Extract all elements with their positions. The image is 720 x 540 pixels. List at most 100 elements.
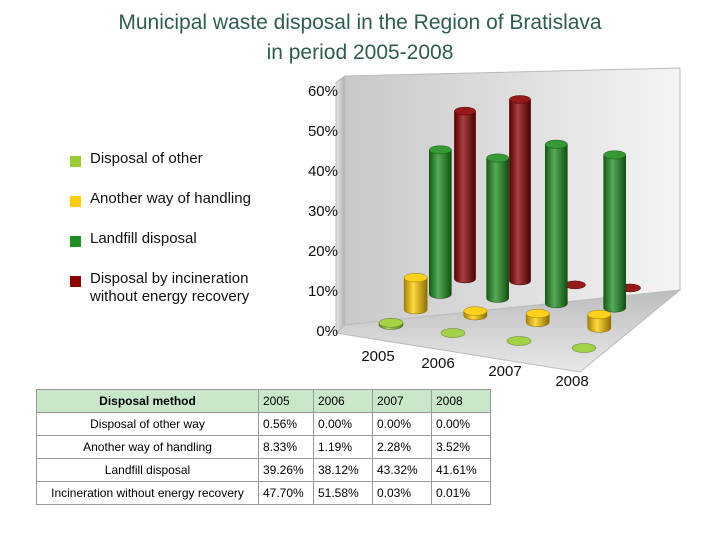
- table-cell: 0.01%: [431, 481, 491, 505]
- bar-top: [454, 106, 476, 116]
- table-cell: 0.56%: [258, 412, 314, 436]
- table-cell: 0.00%: [313, 412, 373, 436]
- table-row: Incineration without energy recovery 47.…: [36, 481, 491, 505]
- table-cell: 43.32%: [372, 458, 432, 482]
- table-row: Landfill disposal 39.26% 38.12% 43.32% 4…: [36, 458, 491, 482]
- legend-label: Disposal of other: [90, 150, 203, 168]
- chart-area: 0% 10% 20% 30% 40% 50% 60% 2005 2006 2007 2008: [308, 67, 682, 390]
- table-header-cell: 2006: [313, 389, 373, 413]
- data-table: Disposal method 2005 2006 2007 2008 Disp…: [36, 389, 491, 505]
- bar-top: [571, 343, 597, 353]
- table-cell: 0.00%: [431, 412, 491, 436]
- legend-swatch: [70, 156, 81, 167]
- bar-landfill-disposal-2006: [486, 153, 509, 303]
- bar-another-way-of-handling-2007: [525, 309, 550, 327]
- bar-top: [486, 153, 509, 163]
- chart-title: Municipal waste disposal in the Region o…: [0, 8, 720, 68]
- y-tick-label: 20%: [308, 243, 338, 260]
- bar-body: [429, 149, 452, 299]
- bar-landfill-disposal-2007: [545, 139, 568, 309]
- table-cell: 51.58%: [313, 481, 373, 505]
- legend-swatch: [70, 196, 81, 207]
- x-tick-label: 2005: [361, 348, 394, 365]
- x-tick-label: 2008: [555, 373, 588, 390]
- legend-swatch: [70, 236, 81, 247]
- table-cell: Incineration without energy recovery: [36, 481, 259, 505]
- bar-landfill-disposal-2008: [603, 150, 626, 313]
- x-tick-label: 2007: [488, 363, 521, 380]
- table-cell: 0.00%: [372, 412, 432, 436]
- table-cell: 1.19%: [313, 435, 373, 459]
- y-tick-label: 60%: [308, 83, 338, 100]
- bar-body: [509, 99, 531, 286]
- legend-label-line-1: Disposal by incineration: [90, 270, 249, 287]
- bar-disposal-of-other-2005: [378, 318, 404, 330]
- legend-label-line-2: without energy recovery: [90, 288, 250, 305]
- legend-label-line-1: Another way of handling: [90, 190, 251, 207]
- bar-body: [587, 314, 612, 333]
- table-cell: 3.52%: [431, 435, 491, 459]
- table-header-row: Disposal method 2005 2006 2007 2008: [36, 389, 491, 413]
- bar-top: [378, 318, 404, 328]
- chart-legend: Disposal of other Another way of handlin…: [70, 150, 300, 310]
- bar-disposal-by-incineration-without-energy-recovery-2005: [454, 106, 476, 284]
- bar-body: [603, 154, 626, 313]
- y-tick-label: 10%: [308, 283, 338, 300]
- legend-label-line-1: Landfill disposal: [90, 230, 197, 247]
- legend-label-line-1: Disposal of other: [90, 150, 203, 167]
- table-row: Another way of handling 8.33% 1.19% 2.28…: [36, 435, 491, 459]
- legend-item-landfill: Landfill disposal: [70, 230, 300, 270]
- legend-item-incineration: Disposal by incineration without energy …: [70, 270, 300, 310]
- table-header-cell: 2008: [431, 389, 491, 413]
- bar-another-way-of-handling-2008: [587, 309, 612, 333]
- table-header-cell: Disposal method: [36, 389, 259, 413]
- legend-label: Another way of handling: [90, 190, 251, 208]
- table-header-cell: 2005: [258, 389, 314, 413]
- table-cell: 38.12%: [313, 458, 373, 482]
- x-axis-labels: 2005 2006 2007 2008: [361, 348, 588, 390]
- bar-body: [545, 143, 568, 309]
- bar-top: [587, 309, 612, 320]
- table-cell: 0.03%: [372, 481, 432, 505]
- bar-disposal-by-incineration-without-energy-recovery-2006: [509, 95, 531, 286]
- bar-landfill-disposal-2005: [429, 145, 452, 299]
- legend-swatch: [70, 276, 81, 287]
- y-tick-label: 50%: [308, 123, 338, 140]
- y-tick-label: 0%: [316, 323, 338, 340]
- bar-another-way-of-handling-2006: [463, 306, 488, 321]
- bar-disposal-of-other-2008: [571, 343, 597, 353]
- legend-item-another-way: Another way of handling: [70, 190, 300, 230]
- y-tick-label: 40%: [308, 163, 338, 180]
- table-cell: 39.26%: [258, 458, 314, 482]
- bar-body: [403, 277, 428, 315]
- bar-body: [454, 110, 476, 284]
- y-tick-label: 30%: [308, 203, 338, 220]
- table-cell: 41.61%: [431, 458, 491, 482]
- bar-body: [486, 157, 509, 303]
- bar-another-way-of-handling-2005: [403, 273, 428, 315]
- x-tick-label: 2006: [421, 355, 454, 372]
- table-cell: Disposal of other way: [36, 412, 259, 436]
- bar-disposal-of-other-2006: [440, 328, 466, 338]
- legend-label: Landfill disposal: [90, 230, 197, 248]
- bar-top: [506, 336, 532, 346]
- table-cell: Another way of handling: [36, 435, 259, 459]
- table-header-cell: 2007: [372, 389, 432, 413]
- bar-top: [545, 139, 568, 149]
- chart-title-line-2: in period 2005-2008: [266, 41, 454, 64]
- table-cell: 2.28%: [372, 435, 432, 459]
- legend-label: Disposal by incineration without energy …: [90, 270, 249, 306]
- bar-top: [429, 145, 452, 155]
- table-cell: 47.70%: [258, 481, 314, 505]
- bar-top: [603, 150, 626, 160]
- chart-title-line-1: Municipal waste disposal in the Region o…: [118, 11, 602, 34]
- chart-bars: [378, 95, 641, 353]
- table-row: Disposal of other way 0.56% 0.00% 0.00% …: [36, 412, 491, 436]
- bar-disposal-of-other-2007: [506, 336, 532, 346]
- legend-item-disposal-of-other: Disposal of other: [70, 150, 300, 190]
- bar-top: [440, 328, 466, 338]
- bar-top: [509, 95, 531, 104]
- bar-top: [525, 309, 550, 319]
- bar-top: [403, 273, 428, 283]
- y-axis-ticks: 0% 10% 20% 30% 40% 50% 60%: [308, 83, 338, 340]
